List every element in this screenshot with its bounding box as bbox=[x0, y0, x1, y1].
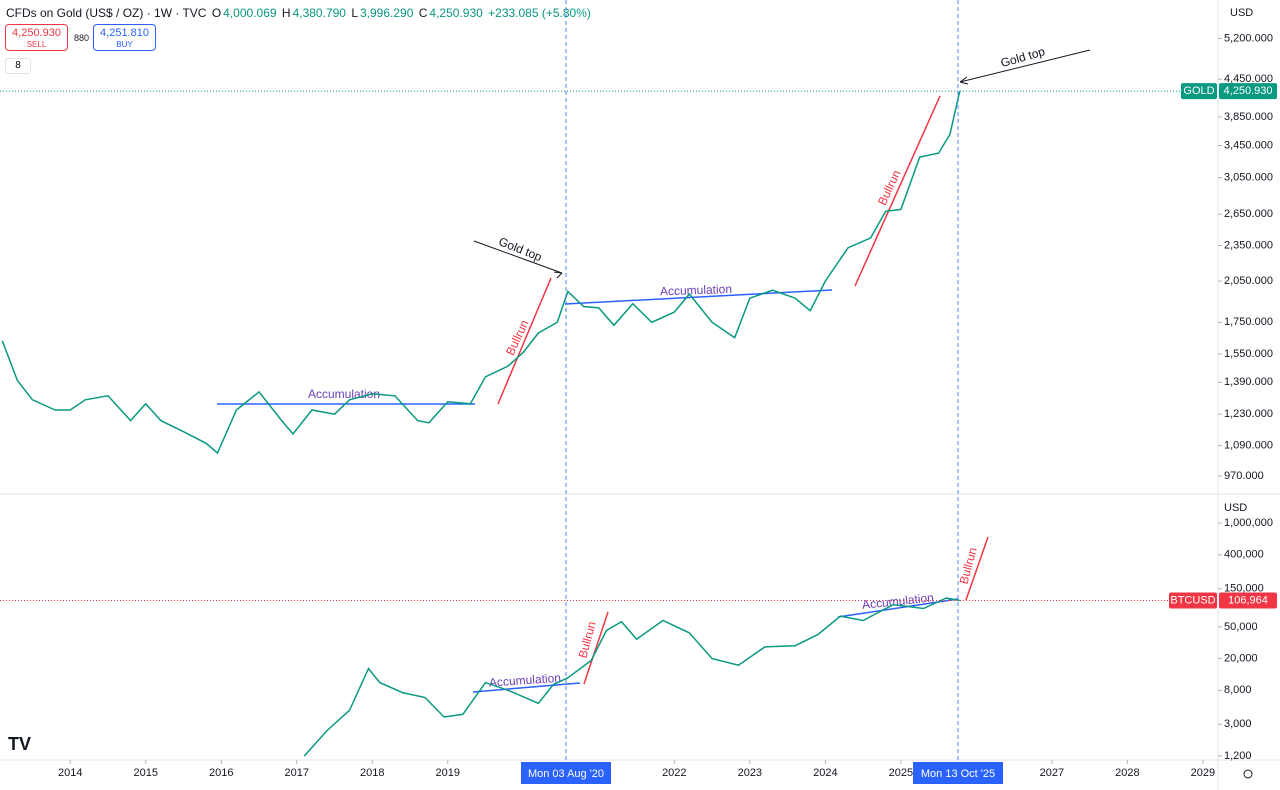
x-tick-label: 2023 bbox=[738, 767, 762, 779]
y-tick-label: 2,050.000 bbox=[1224, 275, 1273, 287]
x-tick-label: 2029 bbox=[1191, 767, 1215, 779]
legend-header: CFDs on Gold (US$ / OZ) · 1W · TVC O 4,00… bbox=[6, 6, 595, 20]
y-tick-label: 4,450.000 bbox=[1224, 73, 1273, 85]
buy-button[interactable]: 4,251.810 BUY bbox=[93, 24, 156, 51]
y-tick-label: 2,350.000 bbox=[1224, 239, 1273, 251]
x-tick-label: 2028 bbox=[1115, 767, 1139, 779]
y-tick-label: 2,650.000 bbox=[1224, 208, 1273, 220]
y-tick-label: 3,850.000 bbox=[1224, 111, 1273, 123]
x-tick-label: 2022 bbox=[662, 767, 686, 779]
y-tick-label: 3,000 bbox=[1224, 718, 1252, 730]
annotation: Bullrun bbox=[957, 546, 980, 586]
symbol[interactable]: CFDs on Gold (US$ / OZ) · 1W · TVC bbox=[6, 6, 207, 20]
ohlc: O 4,000.069 H 4,380.790 L 3,996.290 C 4,250.… bbox=[212, 6, 593, 20]
price-line bbox=[303, 597, 960, 757]
annotation: Gold top bbox=[497, 234, 545, 264]
x-tick-label: 2024 bbox=[813, 767, 837, 779]
x-tick-label: 2025 bbox=[889, 767, 913, 779]
trend-line bbox=[583, 611, 609, 685]
price-line bbox=[1, 90, 961, 455]
crosshair-label: Mon 13 Oct '25 bbox=[921, 768, 995, 780]
x-tick-label: 2017 bbox=[285, 767, 309, 779]
y-tick-label: 20,000 bbox=[1224, 652, 1258, 664]
price-tag-value: 106,964 bbox=[1228, 594, 1268, 606]
arrow bbox=[473, 240, 563, 274]
y-tick-label: 3,050.000 bbox=[1224, 171, 1273, 183]
y-tick-label: 1,230.000 bbox=[1224, 408, 1273, 420]
ohlc-value: 4,380.790 bbox=[292, 6, 346, 20]
sell-price: 4,250.930 bbox=[12, 27, 61, 39]
arrow-head bbox=[959, 76, 969, 85]
settings-icon[interactable] bbox=[1243, 769, 1253, 779]
price-tag-bg bbox=[1219, 83, 1277, 100]
ohlc-key: H bbox=[281, 6, 291, 20]
arrow bbox=[959, 49, 1091, 83]
ohlc-value: 3,996.290 bbox=[360, 6, 414, 20]
ohlc-key: L bbox=[351, 6, 358, 20]
buy-label: BUY bbox=[116, 40, 133, 49]
trend-line bbox=[564, 289, 833, 305]
annotation: Bullrun bbox=[503, 318, 531, 358]
x-tick-label: 2016 bbox=[209, 767, 233, 779]
indicators-toggle[interactable]: 8 bbox=[5, 58, 31, 74]
y-tick-label: 1,390.000 bbox=[1224, 376, 1273, 388]
trend-line bbox=[472, 682, 581, 693]
ohlc-value: 4,000.069 bbox=[223, 6, 277, 20]
y-tick-label: 8,000 bbox=[1224, 684, 1252, 696]
y-tick-label: 1,750.000 bbox=[1224, 316, 1273, 328]
x-tick-label: 2015 bbox=[133, 767, 157, 779]
trend-line bbox=[854, 95, 941, 287]
y-tick-label: 1,000,000 bbox=[1224, 517, 1273, 529]
price-tag-value: 4,250.930 bbox=[1224, 85, 1273, 97]
arrow-head bbox=[553, 271, 563, 279]
ohlc-key: C bbox=[418, 6, 428, 20]
y-tick-label: 5,200.000 bbox=[1224, 32, 1273, 44]
ohlc-key: O bbox=[211, 6, 222, 20]
crosshair-label-bg bbox=[913, 762, 1003, 784]
trend-line bbox=[965, 536, 989, 601]
change: +233.085 (+5.80%) bbox=[488, 6, 591, 20]
y-tick-label: 150,000 bbox=[1224, 583, 1264, 595]
price-tag-bg bbox=[1219, 592, 1277, 609]
price-tag-bg bbox=[1181, 83, 1217, 100]
y-tick-label: 1,550.000 bbox=[1224, 348, 1273, 360]
logo: TV bbox=[8, 734, 31, 754]
y-tick-label: 1,200 bbox=[1224, 750, 1252, 762]
x-tick-label: 2014 bbox=[58, 767, 82, 779]
price-tag-name: GOLD bbox=[1183, 85, 1214, 97]
currency-label[interactable]: USD bbox=[1230, 7, 1253, 19]
crosshair-label: Mon 03 Aug '20 bbox=[528, 768, 604, 780]
y-tick-label: 970.000 bbox=[1224, 470, 1264, 482]
buy-price: 4,251.810 bbox=[100, 27, 149, 39]
trend-line bbox=[497, 277, 552, 405]
x-tick-label: 2019 bbox=[436, 767, 460, 779]
x-tick-label: 2018 bbox=[360, 767, 384, 779]
annotation: Accumulation bbox=[660, 282, 732, 299]
sell-label: SELL bbox=[26, 40, 47, 49]
annotation: Accumulation bbox=[489, 671, 562, 690]
y-tick-label: 50,000 bbox=[1224, 621, 1258, 633]
annotation: Accumulation bbox=[308, 387, 380, 401]
x-tick-label: 2027 bbox=[1040, 767, 1064, 779]
y-tick-label: 3,450.000 bbox=[1224, 139, 1273, 151]
y-tick-label: 400,000 bbox=[1224, 549, 1264, 561]
spread: 880 bbox=[74, 33, 90, 43]
price-tag-bg bbox=[1169, 592, 1217, 609]
ohlc-value: 4,250.930 bbox=[429, 6, 483, 20]
annotations: Gold top Accumulation Bullrun Accumulati… bbox=[308, 44, 1047, 690]
crosshair-label-bg bbox=[521, 762, 611, 784]
currency-label[interactable]: USD bbox=[1224, 502, 1247, 514]
sell-button[interactable]: 4,250.930 SELL bbox=[5, 24, 68, 51]
y-tick-label: 1,090.000 bbox=[1224, 440, 1273, 452]
price-tag-name: BTCUSD bbox=[1170, 594, 1215, 606]
drawings bbox=[217, 49, 1091, 693]
